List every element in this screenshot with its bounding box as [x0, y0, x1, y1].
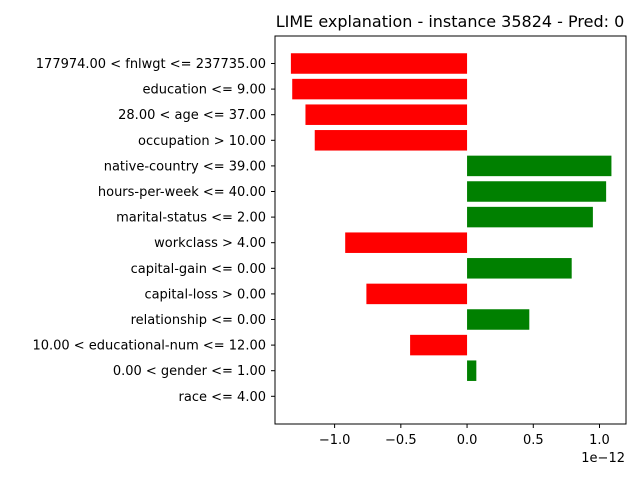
y-tick-label-11: 10.00 < educational-num <= 12.00 [32, 339, 266, 354]
bar-3 [314, 130, 468, 151]
y-axis: 177974.00 < fnlwgt <= 237735.00 education… [32, 57, 275, 405]
x-tick-label-2: 0.0 [457, 433, 478, 448]
x-axis-scale-label: 1e−12 [581, 451, 625, 466]
y-tick-label-9: capital-loss > 0.00 [144, 287, 266, 302]
y-tick-label-13: race <= 4.00 [179, 390, 266, 405]
y-tick-label-0: 177974.00 < fnlwgt <= 237735.00 [36, 57, 266, 72]
x-tick-label-4: 1.0 [589, 433, 610, 448]
y-tick-label-10: relationship <= 0.00 [131, 313, 266, 328]
bar-7 [345, 232, 468, 253]
bar-10 [467, 309, 530, 330]
bar-11 [410, 334, 468, 356]
x-tick-label-3: 0.5 [523, 433, 544, 448]
y-tick-label-5: hours-per-week <= 40.00 [98, 185, 266, 200]
y-tick-label-8: capital-gain <= 0.00 [131, 262, 266, 277]
chart-title: LIME explanation - instance 35824 - Pred… [276, 12, 625, 31]
bar-5 [467, 181, 607, 202]
bar-8 [467, 258, 572, 279]
bar-9 [366, 283, 468, 305]
plot-frame [274, 35, 627, 425]
bar-6 [467, 206, 593, 228]
bar-1 [292, 78, 468, 100]
bar-2 [305, 104, 468, 125]
bar-0 [290, 53, 468, 74]
plot-area [290, 53, 612, 381]
x-tick-label-1: −0.5 [385, 433, 417, 448]
y-tick-label-7: workclass > 4.00 [154, 236, 266, 251]
bar-12 [467, 360, 477, 381]
x-axis: −1.0 −0.5 0.0 0.5 1.0 [319, 424, 610, 448]
y-tick-label-2: 28.00 < age <= 37.00 [118, 108, 266, 123]
y-tick-label-6: marital-status <= 2.00 [116, 211, 266, 226]
y-tick-label-1: education <= 9.00 [143, 83, 267, 98]
bar-4 [467, 155, 612, 177]
y-tick-label-3: occupation > 10.00 [138, 134, 266, 149]
x-tick-label-0: −1.0 [319, 433, 351, 448]
y-tick-label-12: 0.00 < gender <= 1.00 [113, 364, 266, 379]
y-tick-label-4: native-country <= 39.00 [104, 159, 266, 174]
